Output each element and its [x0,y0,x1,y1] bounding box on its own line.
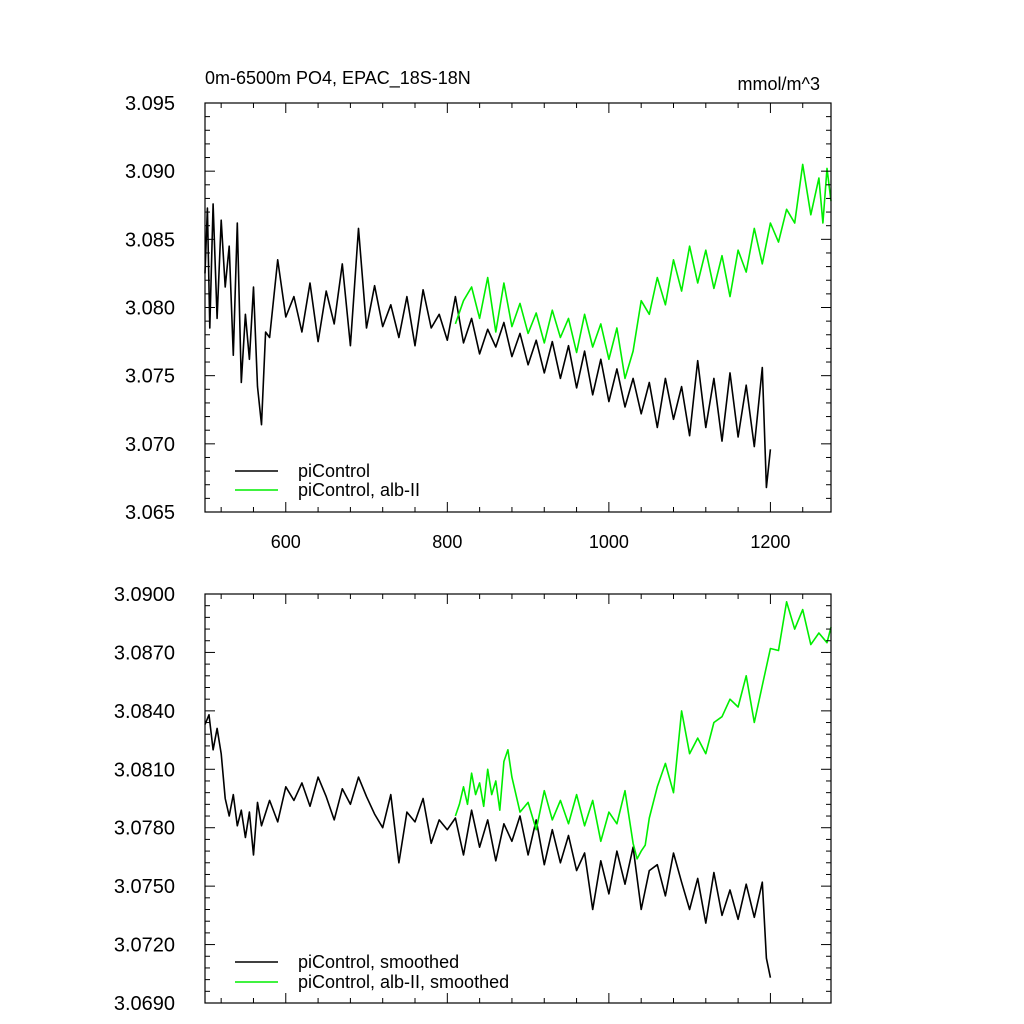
y-tick-label: 3.065 [125,502,175,524]
y-tick-label: 3.0810 [114,759,175,781]
chart-title: 0m-6500m PO4, EPAC_18S-18N [205,68,471,89]
y-tick-label: 3.0690 [114,993,175,1015]
units-label: mmol/m^3 [738,74,820,94]
bottom-panel: 3.0690 3.0720 3.0750 3.0780 3.0810 3.0840 3.08… [114,584,832,1015]
legend-label-picontrol: piControl [298,461,370,481]
top-legend: piControl piControl, alb-II [235,461,420,500]
top-panel: 0m-6500m PO4, EPAC_18S-18N mmol/m^3 600 8… [125,68,832,552]
legend-label-picontrol-alb-ii-smoothed: piControl, alb-II, smoothed [298,972,509,992]
y-tick-label: 3.075 [125,366,175,388]
y-tick-label: 3.0780 [114,818,175,840]
y-tick-label: 3.080 [125,298,175,320]
series-line-0-0 [204,203,772,489]
y-tick-label: 3.0720 [114,935,175,957]
y-tick-label: 3.0900 [114,584,175,606]
y-tick-label: 3.0750 [114,876,175,898]
x-tick-label: 1200 [750,532,790,552]
y-tick-label: 3.0870 [114,642,175,664]
bottom-series-layer [204,600,832,978]
series-line-1-1 [454,600,832,860]
x-tick-label: 800 [432,532,462,552]
x-tick-label: 600 [271,532,301,552]
series-line-0-1 [454,163,832,380]
y-tick-label: 3.085 [125,229,175,251]
y-tick-label: 3.070 [125,434,175,456]
y-tick-label: 3.090 [125,161,175,183]
series-line-1-0 [204,713,772,978]
y-tick-label: 3.0840 [114,701,175,723]
plot-frame [204,593,832,1004]
x-tick-label: 1000 [589,532,629,552]
legend-label-picontrol-alb-ii: piControl, alb-II [298,480,420,500]
top-series-layer [204,163,832,489]
legend-label-picontrol-smoothed: piControl, smoothed [298,952,459,972]
y-tick-label: 3.095 [125,93,175,115]
top-axes-layer: 600 800 1000 1200 3.065 3.070 3.075 3.080 3.085 3… [125,93,832,552]
bottom-legend: piControl, smoothed piControl, alb-II, s… [235,952,509,992]
bottom-axes-layer: 3.0690 3.0720 3.0750 3.0780 3.0810 3.0840 3.08… [114,584,832,1015]
